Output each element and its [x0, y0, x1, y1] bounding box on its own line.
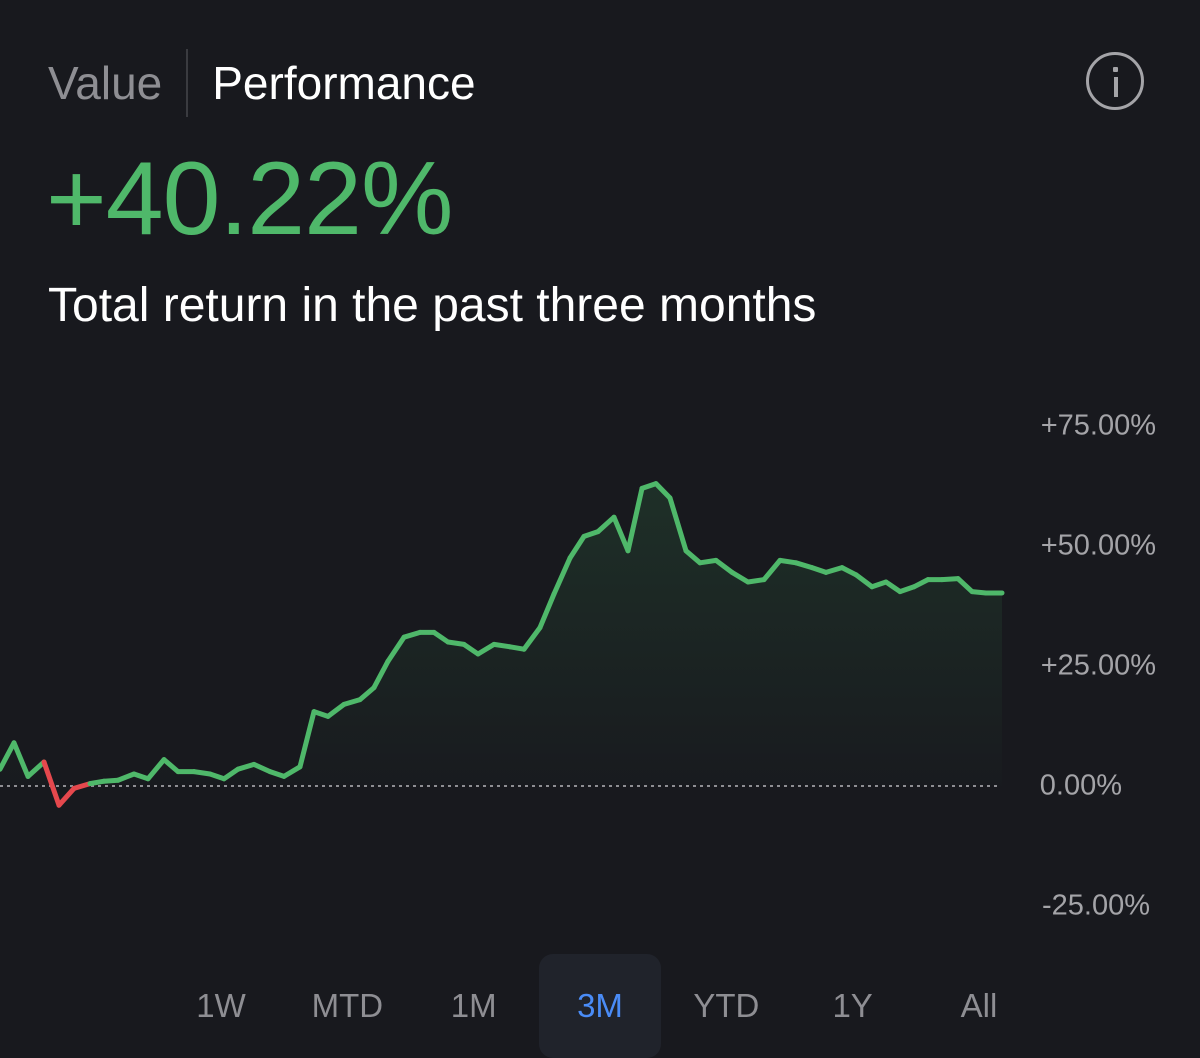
tab-value[interactable]: Value — [48, 57, 163, 109]
line-segment — [431, 629, 451, 645]
line-segment — [595, 514, 617, 535]
range-1y[interactable]: 1Y — [832, 987, 873, 1024]
line-segment — [235, 761, 257, 772]
line-segment — [71, 781, 93, 791]
line-segment — [823, 565, 845, 575]
line-segment — [145, 757, 167, 782]
line-segment — [161, 757, 181, 775]
line-segment — [341, 697, 363, 707]
performance-chart[interactable]: +75.00% +50.00% +25.00% 0.00% -25.00% — [0, 380, 1200, 940]
view-tabs: Value Performance — [48, 48, 476, 118]
line-segment — [853, 572, 875, 590]
line-segment — [883, 579, 903, 595]
line-segment — [551, 555, 573, 597]
line-segment — [729, 569, 751, 585]
chart-plot — [0, 481, 1005, 808]
line-segment — [911, 577, 931, 590]
line-segment — [653, 481, 673, 501]
line-segment — [777, 557, 799, 566]
line-segment — [56, 785, 77, 808]
line-segment — [357, 685, 377, 703]
line-segment — [697, 557, 719, 566]
line-segment — [297, 709, 317, 770]
line-segment — [251, 761, 273, 775]
line-segment — [713, 557, 735, 575]
line-segment — [401, 629, 423, 640]
total-return-subtitle: Total return in the past three months — [48, 279, 817, 332]
y-axis-label: +75.00% — [1040, 409, 1156, 442]
line-segment — [537, 591, 557, 631]
area-fill — [0, 483, 1002, 806]
tab-performance[interactable]: Performance — [212, 57, 476, 109]
line-segment — [521, 625, 543, 652]
line-segment — [839, 565, 859, 578]
line-segment — [461, 641, 481, 657]
line-segment — [41, 759, 62, 808]
line-segment — [491, 641, 513, 650]
y-axis-label: -25.00% — [1041, 889, 1150, 922]
line-segment — [281, 764, 303, 779]
line-segment — [955, 576, 975, 595]
line-segment — [611, 514, 631, 554]
line-segment — [667, 495, 689, 554]
tab-divider — [186, 49, 189, 117]
range-all[interactable]: All — [960, 987, 998, 1024]
total-return-value: +40.22% — [46, 141, 453, 257]
line-segment — [793, 560, 815, 571]
line-segment — [385, 634, 407, 664]
range-3m[interactable]: 3M — [538, 954, 661, 1058]
line-segment — [191, 769, 213, 777]
line-segment — [325, 701, 347, 719]
line-segment — [761, 557, 783, 583]
line-segment — [939, 576, 961, 583]
y-axis-label: 0.00% — [1039, 769, 1122, 802]
y-axis-label: +25.00% — [1040, 649, 1156, 682]
line-segment — [445, 639, 467, 647]
line-segment — [11, 740, 31, 779]
line-segment — [371, 658, 391, 691]
time-range-selector: 1W MTD 1M 3M YTD 1Y All — [160, 954, 1040, 1058]
line-segment — [0, 740, 17, 772]
range-1m[interactable]: 1M — [450, 987, 497, 1024]
line-segment — [25, 759, 47, 779]
line-segment — [683, 548, 703, 566]
range-ytd[interactable]: YTD — [693, 987, 760, 1024]
line-segment — [475, 641, 497, 657]
range-mtd[interactable]: MTD — [311, 987, 384, 1024]
info-button[interactable] — [1086, 52, 1144, 110]
line-segment — [115, 771, 137, 783]
line-segment — [221, 766, 241, 782]
range-1w[interactable]: 1W — [196, 987, 246, 1024]
line-segment — [745, 577, 767, 585]
y-axis-label: +50.00% — [1040, 529, 1156, 562]
line-segment — [567, 533, 587, 561]
line-segment — [625, 485, 645, 554]
